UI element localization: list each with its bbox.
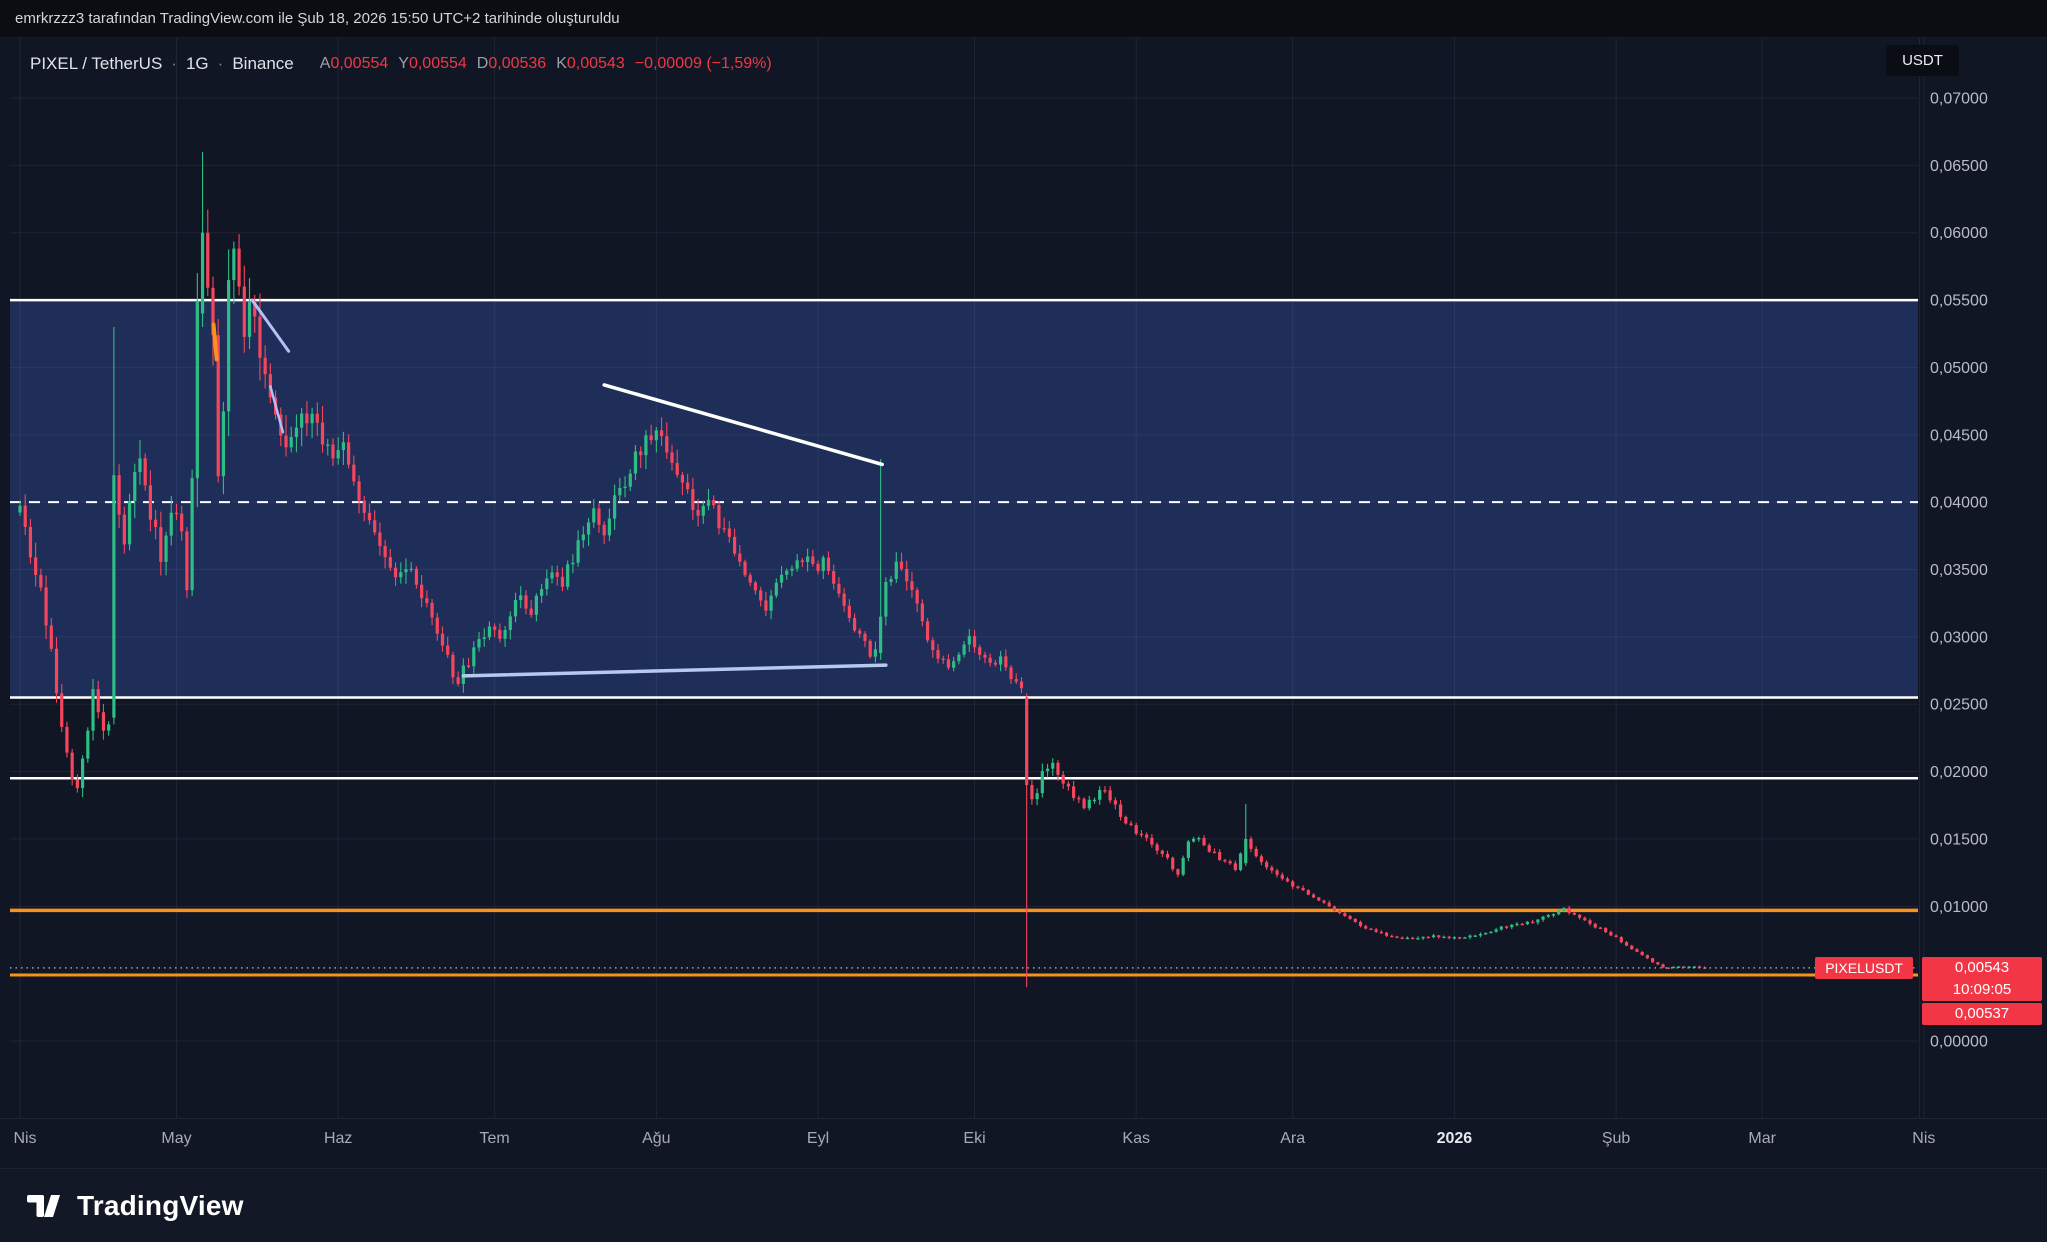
tradingview-wordmark: TradingView (77, 1189, 244, 1221)
last-price-value: 0,00543 (1954, 959, 2010, 976)
svg-text:0,03500: 0,03500 (1930, 562, 1988, 579)
interval-label[interactable]: 1G (185, 54, 209, 73)
svg-text:Ara: Ara (1280, 1130, 1305, 1147)
change-value: −0,00009 (−1,59%) (634, 55, 772, 72)
attribution-text: emrkrzzz3 tarafından TradingView.com ile… (15, 10, 620, 27)
svg-text:Eyl: Eyl (807, 1130, 829, 1147)
svg-text:Haz: Haz (324, 1130, 352, 1147)
axis-borders (0, 38, 2047, 1119)
ohlc-values: A 0,00554 Y 0,00554 D 0,00536 K 0,00543 (310, 55, 625, 73)
svg-text:0,01500: 0,01500 (1930, 831, 1988, 848)
svg-text:0,05500: 0,05500 (1930, 293, 1988, 310)
high-value: 0,00554 (408, 55, 467, 72)
currency-toggle-usdt[interactable]: USDT (1886, 45, 1959, 76)
attribution-bar: emrkrzzz3 tarafından TradingView.com ile… (0, 0, 2047, 38)
svg-text:0,04000: 0,04000 (1930, 495, 1988, 512)
grid-lines (10, 38, 1925, 1118)
svg-text:2026: 2026 (1437, 1130, 1473, 1147)
open-letter: A (319, 55, 331, 72)
symbol-title[interactable]: PIXEL / TetherUS (30, 54, 163, 73)
horizontal-price-lines[interactable] (10, 298, 1918, 977)
svg-text:0,05000: 0,05000 (1930, 360, 1988, 377)
svg-text:0,04500: 0,04500 (1930, 427, 1988, 444)
last-price-badge: 0,00543 10:09:05 (1922, 957, 2042, 1001)
svg-text:May: May (161, 1130, 191, 1147)
svg-text:Mar: Mar (1748, 1130, 1776, 1147)
svg-text:Kas: Kas (1122, 1130, 1150, 1147)
low-letter: D (476, 55, 489, 72)
trendline-drawings[interactable] (10, 298, 1918, 969)
time-axis[interactable]: Nis May Haz Tem Ağu Eyl Eki Kas Ara 2026 Şub Mar Nis (13, 1130, 1935, 1147)
candlestick-series[interactable] (18, 151, 1707, 988)
svg-text:0,00000: 0,00000 (1930, 1034, 1988, 1051)
svg-text:Tem: Tem (480, 1130, 510, 1147)
tradingview-logo-mark (27, 1194, 60, 1217)
svg-text:Şub: Şub (1602, 1130, 1631, 1147)
svg-text:0,02500: 0,02500 (1930, 697, 1988, 714)
svg-text:0,06000: 0,06000 (1930, 225, 1988, 242)
secondary-price-badge: 0,00537 (1922, 1003, 2042, 1025)
tradingview-logo: TradingView (26, 1190, 244, 1222)
svg-text:Nis: Nis (1912, 1130, 1935, 1147)
price-axis[interactable]: 0,07000 0,06500 0,06000 0,05500 0,05000 0,045… (1930, 91, 1988, 1051)
chart-legend[interactable]: PIXEL / TetherUS · 1G · Binance A 0,00554… (30, 51, 772, 77)
high-letter: Y (398, 55, 409, 72)
svg-text:0,01000: 0,01000 (1930, 899, 1988, 916)
svg-text:Eki: Eki (963, 1130, 985, 1147)
support-resistance-zone[interactable] (10, 300, 1918, 698)
bar-countdown: 10:09:05 (1952, 981, 2012, 998)
svg-text:0,02000: 0,02000 (1930, 764, 1988, 781)
svg-text:0,03000: 0,03000 (1930, 629, 1988, 646)
low-value: 0,00536 (488, 55, 547, 72)
svg-text:Nis: Nis (13, 1130, 36, 1147)
close-value: 0,00543 (566, 55, 625, 72)
exchange-label: Binance (232, 54, 294, 73)
close-letter: K (556, 55, 567, 72)
symbol-price-line-label: PIXELUSDT (1815, 957, 1913, 979)
svg-text:0,07000: 0,07000 (1930, 91, 1988, 108)
open-value: 0,00554 (330, 55, 389, 72)
svg-text:0,06500: 0,06500 (1930, 158, 1988, 175)
separator-dot: · (171, 54, 177, 73)
svg-text:Ağu: Ağu (642, 1130, 670, 1147)
separator-dot: · (217, 54, 224, 73)
footer-bar: TradingView (0, 1168, 2047, 1242)
